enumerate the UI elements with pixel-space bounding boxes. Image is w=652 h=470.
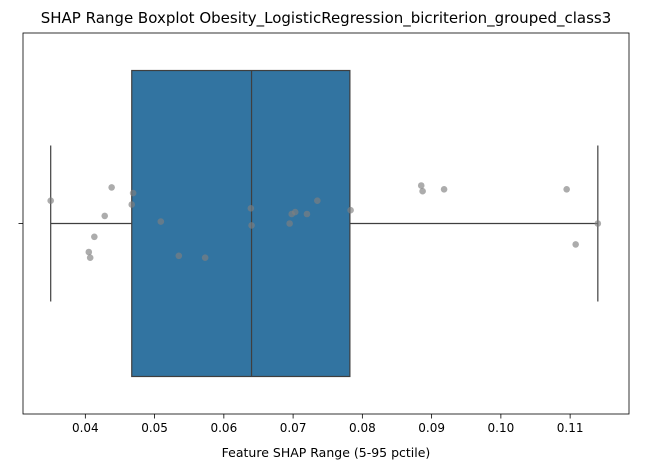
x-axis-label: Feature SHAP Range (5-95 pctile) (222, 445, 431, 460)
x-tick-label: 0.05 (141, 421, 168, 435)
data-point (440, 186, 448, 193)
data-point (201, 254, 209, 261)
x-tick-label: 0.06 (210, 421, 237, 435)
data-point (314, 197, 321, 204)
data-point (247, 205, 255, 212)
data-point (563, 186, 570, 193)
data-point (594, 220, 602, 227)
data-point (347, 206, 354, 214)
x-tick-label: 0.07 (280, 421, 307, 435)
x-tick-label: 0.04 (72, 421, 99, 435)
x-tick-label: 0.10 (488, 421, 515, 435)
data-point (286, 220, 293, 227)
data-point (101, 212, 109, 220)
plot-area (47, 69, 602, 378)
data-point (129, 189, 137, 197)
chart-title: SHAP Range Boxplot Obesity_LogisticRegre… (41, 9, 612, 28)
data-point (175, 252, 183, 260)
data-point (108, 184, 115, 191)
x-tick-label: 0.08 (349, 421, 376, 435)
x-tick-label: 0.11 (557, 421, 584, 435)
data-point (157, 218, 165, 225)
data-point (86, 254, 94, 261)
data-point (248, 222, 255, 229)
data-point (85, 248, 93, 256)
data-point (572, 241, 579, 248)
data-point (417, 182, 425, 189)
data-point (419, 187, 426, 195)
iqr-box (131, 69, 351, 378)
data-point (291, 208, 299, 216)
data-point (303, 210, 311, 218)
x-axis: 0.04 0.05 0.06 0.07 0.08 0.09 0.10 0.11 (72, 414, 584, 435)
data-point (47, 197, 55, 204)
x-tick-label: 0.09 (418, 421, 445, 435)
data-point (91, 233, 98, 241)
data-point (128, 201, 136, 208)
